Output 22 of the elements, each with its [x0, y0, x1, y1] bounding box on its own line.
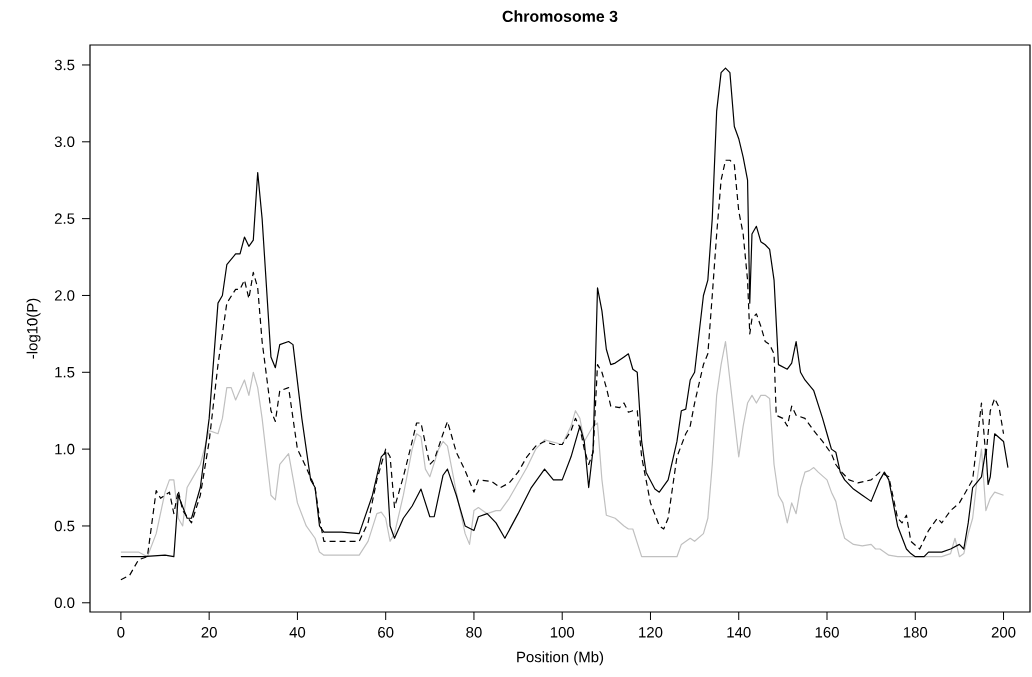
x-tick-label: 20	[201, 627, 217, 638]
x-tick-label: 120	[639, 627, 663, 638]
y-tick-label: 3.5	[54, 59, 75, 71]
x-tick-label: 60	[378, 627, 394, 638]
x-tick-label: 0	[117, 627, 125, 638]
x-axis-title: Position (Mb)	[517, 651, 604, 666]
x-tick-label: 200	[991, 627, 1016, 638]
y-tick-label: 2.0	[54, 290, 75, 301]
x-tick-label: 180	[903, 627, 928, 638]
x-tick-label: 40	[289, 627, 306, 638]
y-tick-label: 1.0	[55, 443, 75, 455]
y-axis-title: -log10(P)	[26, 298, 41, 359]
x-tick-label: 80	[466, 627, 482, 638]
x-tick-label: 160	[815, 627, 839, 638]
y-tick-label: 1.5	[55, 367, 75, 378]
y-tick-label: 0.0	[54, 597, 75, 609]
y-tick-label: 3.0	[54, 136, 75, 148]
y-tick-label: 2.5	[54, 213, 75, 224]
y-tick-label: 0.5	[54, 520, 75, 532]
x-tick-label: 100	[550, 627, 575, 638]
chart-title: Chromosome 3	[502, 10, 618, 22]
x-tick-label: 140	[727, 627, 751, 638]
